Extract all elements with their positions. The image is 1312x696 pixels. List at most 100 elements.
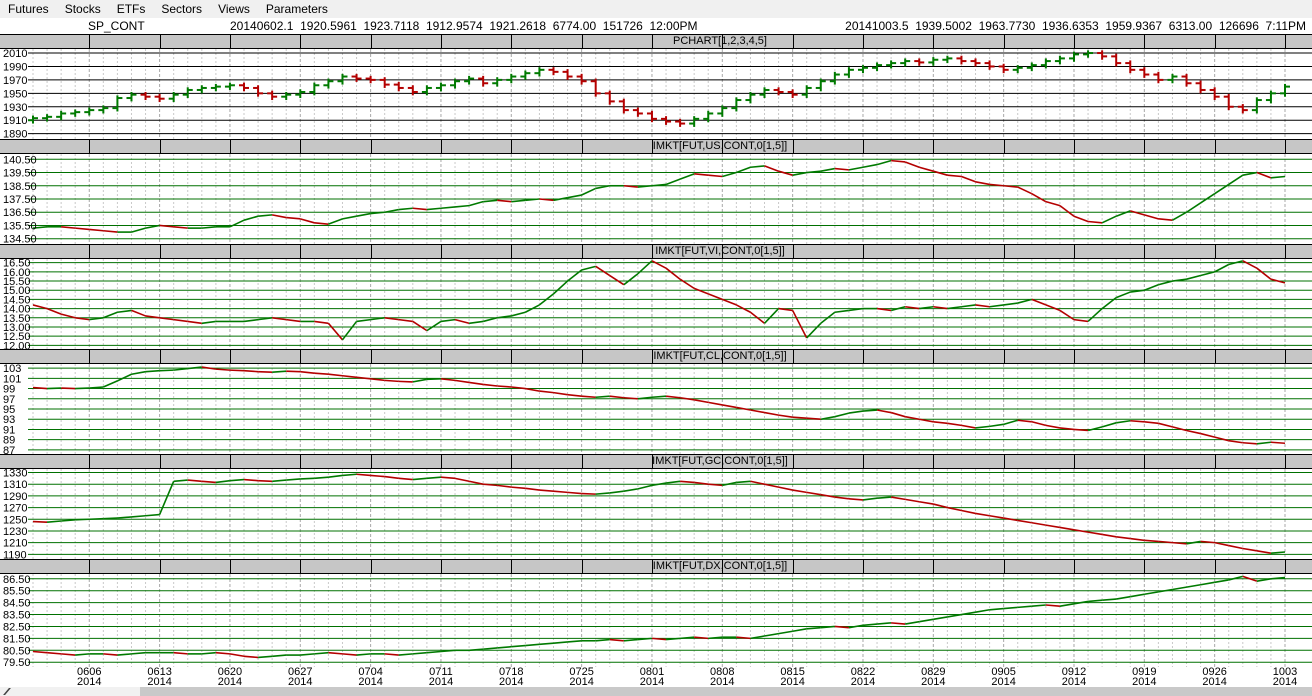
x-label-year: 2014 [1202, 676, 1227, 688]
week-tick [89, 245, 91, 258]
horizontal-scrollbar[interactable] [0, 687, 1312, 696]
menu-item-sectors[interactable]: Sectors [161, 2, 203, 16]
y-tick-label: 12.50 [3, 331, 31, 343]
x-label-year: 2014 [358, 676, 383, 688]
menu-item-stocks[interactable]: Stocks [64, 2, 101, 16]
x-label-year: 2014 [1272, 676, 1298, 688]
week-tick [1003, 35, 1005, 48]
x-axis-label: 0627 2014 [288, 667, 313, 688]
week-tick [1003, 560, 1005, 573]
y-tick-label: 1970 [3, 75, 27, 87]
menu-item-parameters[interactable]: Parameters [265, 2, 328, 16]
x-axis-label: 0905 2014 [991, 666, 1016, 688]
status-last-bar-values: 20140602.1 1920.5961 1923.7118 1912.9574… [230, 19, 698, 33]
y-tick-label: 91 [3, 424, 15, 436]
menu-item-etfs[interactable]: ETFs [116, 2, 146, 16]
menu-item-views[interactable]: Views [218, 2, 250, 16]
x-label-date: 0912 [1061, 666, 1087, 678]
y-tick-label: 134.50 [3, 234, 37, 244]
y-tick-label: 1310 [3, 479, 27, 491]
x-axis-label: 0725 2014 [569, 667, 593, 688]
panel-plot-2[interactable]: 16.5016.0015.5015.0014.5014.0013.5013.00… [0, 259, 1312, 349]
y-tick-label: 1210 [3, 538, 27, 550]
x-label-year: 2014 [288, 676, 313, 688]
week-tick [1285, 455, 1286, 468]
y-tick-label: 1990 [3, 61, 27, 73]
week-tick [792, 455, 794, 468]
x-label-date: 0606 [77, 666, 102, 678]
week-tick [1285, 560, 1286, 573]
week-tick [1073, 35, 1075, 48]
y-tick-label: 1290 [3, 491, 27, 503]
week-tick [1073, 140, 1075, 153]
y-tick-label: 85.50 [3, 586, 31, 598]
week-tick [651, 455, 653, 468]
week-tick [370, 455, 372, 468]
y-tick-label: 87 [3, 445, 15, 454]
x-label-year: 2014 [1132, 676, 1157, 688]
panel-title-1: IMKT[FUT,US,CONT,0[1,5]] [652, 140, 788, 152]
week-tick [933, 35, 935, 48]
week-tick [511, 245, 513, 258]
week-tick [1285, 140, 1286, 153]
week-tick [651, 140, 653, 153]
x-axis-label: 0919 2014 [1132, 667, 1157, 688]
week-tick [1285, 245, 1286, 258]
y-tick-label: 138.50 [3, 181, 37, 193]
week-tick [1144, 140, 1146, 153]
panel-header-3: IMKT[FUT,CL,CONT,0[1,5]] [0, 349, 1312, 364]
panel-header-1: IMKT[FUT,US,CONT,0[1,5]] [0, 139, 1312, 154]
y-tick-label: 14.50 [3, 294, 31, 306]
y-tick-label: 84.50 [3, 598, 31, 610]
week-tick [1003, 140, 1005, 153]
week-tick [229, 350, 231, 363]
x-axis-label: 1003 2014 [1272, 667, 1298, 688]
week-tick [300, 35, 302, 48]
y-tick-label: 136.50 [3, 207, 37, 219]
week-tick [933, 140, 935, 153]
week-tick [89, 140, 91, 153]
x-axis-label: 0912 2014 [1061, 666, 1087, 688]
menu-item-futures[interactable]: Futures [8, 2, 49, 16]
week-tick [1144, 560, 1146, 573]
y-tick-label: 135.50 [3, 220, 37, 232]
panel-title-3: IMKT[FUT,CL,CONT,0[1,5]] [653, 350, 787, 362]
scrollbar-thumb[interactable] [140, 687, 1312, 696]
x-label-year: 2014 [499, 676, 524, 688]
week-tick [651, 350, 653, 363]
week-tick [511, 455, 513, 468]
x-label-year: 2014 [780, 676, 805, 688]
y-tick-label: 1330 [3, 469, 27, 480]
week-tick [229, 455, 231, 468]
week-tick [862, 35, 864, 48]
week-tick [722, 455, 724, 468]
x-label-year: 2014 [921, 676, 946, 688]
week-tick [862, 140, 864, 153]
week-tick [440, 350, 442, 363]
y-tick-label: 140.50 [3, 154, 37, 166]
x-label-date: 0926 [1202, 666, 1227, 678]
week-tick [229, 560, 231, 573]
week-tick [1285, 35, 1286, 48]
x-axis-label: 0620 2014 [218, 667, 242, 688]
week-tick [440, 455, 442, 468]
y-tick-label: 13.00 [3, 322, 31, 334]
week-tick [1073, 560, 1075, 573]
y-tick-label: 1270 [3, 503, 27, 515]
panel-title-0: PCHART[1,2,3,4,5] [673, 35, 767, 47]
week-tick [862, 455, 864, 468]
x-axis-label: 0815 2014 [780, 667, 805, 688]
week-tick [792, 245, 794, 258]
week-tick [1003, 455, 1005, 468]
week-tick [792, 560, 794, 573]
week-tick [300, 455, 302, 468]
week-tick [1285, 350, 1286, 363]
week-tick [862, 560, 864, 573]
x-label-date: 0905 [991, 666, 1016, 678]
week-tick [511, 560, 513, 573]
